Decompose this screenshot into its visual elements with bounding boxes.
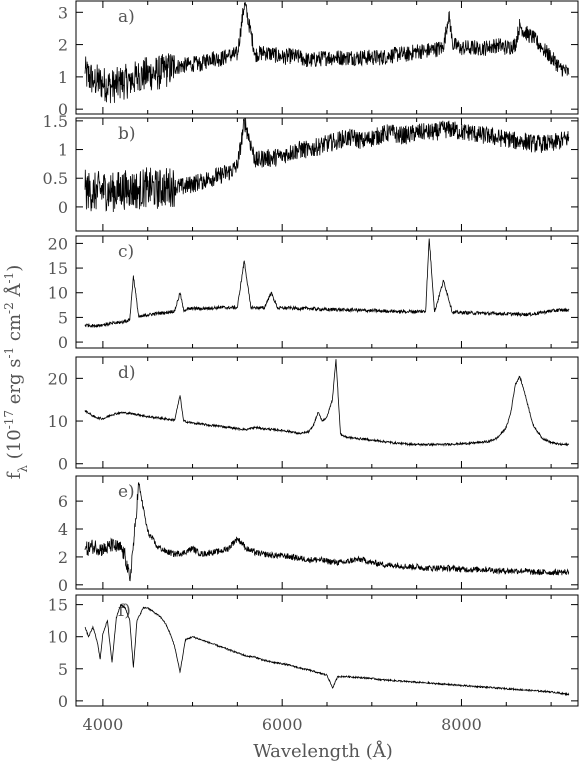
y-tick-label: 15	[48, 259, 68, 278]
y-tick-label: 0.5	[43, 169, 68, 188]
y-tick-label: 6	[58, 492, 68, 511]
y-tick-label: 4	[58, 520, 68, 539]
x-tick-label: 6000	[262, 715, 303, 734]
plot-frame	[75, 594, 579, 707]
y-tick-label: 0	[58, 100, 68, 119]
panel-label: e)	[118, 482, 135, 502]
y-tick-label: 0	[58, 576, 68, 595]
y-tick-label: 10	[48, 284, 68, 303]
y-tick-label: 0	[58, 692, 68, 711]
panel-label: c)	[118, 242, 134, 262]
spectrum-line	[84, 2, 570, 104]
x-tick-label: 4000	[83, 715, 124, 734]
panel-label: a)	[118, 7, 135, 27]
y-tick-label: 10	[48, 412, 68, 431]
y-tick-label: 5	[58, 308, 68, 327]
y-tick-label: 1	[58, 141, 68, 160]
y-tick-label: 15	[48, 596, 68, 615]
plot-frame	[75, 356, 579, 469]
panel-label: d)	[118, 363, 136, 383]
panel-b: 0 0.5 1 1.5 b)	[43, 112, 579, 232]
plot-frame	[75, 475, 579, 590]
y-tick-label: 2	[58, 36, 68, 55]
spectrum-line	[84, 482, 570, 582]
y-tick-label: 3	[58, 3, 68, 22]
y-axis-title: fλ (10-17 erg s-1 cm-2 Å-1)	[2, 265, 30, 479]
panel-label: b)	[118, 124, 136, 144]
panel-a: 0 1 2 3 a)	[58, 0, 579, 119]
x-tick-label: 8000	[441, 715, 482, 734]
y-tick-label: 0	[58, 198, 68, 217]
y-tick-label: 0	[58, 455, 68, 474]
plot-frame	[75, 117, 579, 232]
y-tick-label: 2	[58, 548, 68, 567]
plot-frame	[75, 235, 579, 349]
spectrum-line	[84, 238, 570, 328]
spectrum-line	[84, 603, 570, 697]
panel-e: 0 2 4 6 e)	[58, 475, 579, 595]
spectrum-line	[84, 359, 570, 447]
y-tick-label: 10	[48, 628, 68, 647]
panel-c: 0 5 10 15 20 c)	[48, 234, 579, 352]
y-tick-label: 20	[48, 369, 68, 388]
panel-d: 0 10 20 d)	[48, 356, 579, 474]
y-tick-label: 1	[58, 68, 68, 87]
x-axis-title: Wavelength (Å)	[253, 740, 393, 762]
spectrum-line	[84, 118, 570, 213]
y-tick-label: 0	[58, 333, 68, 352]
y-tick-label: 20	[48, 234, 68, 253]
y-tick-label: 1.5	[43, 112, 68, 131]
y-tick-label: 5	[58, 660, 68, 679]
